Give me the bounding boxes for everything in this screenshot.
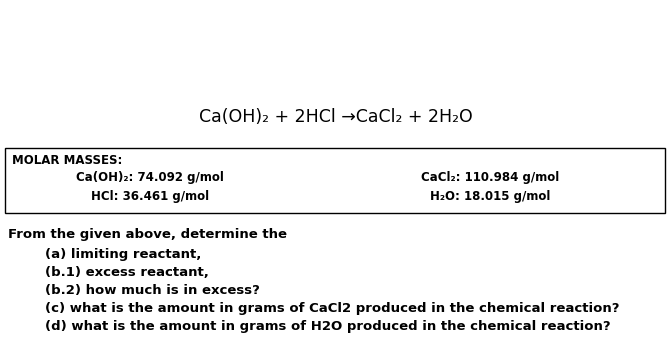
Text: (a) limiting reactant,: (a) limiting reactant, — [8, 248, 201, 261]
Text: From the given above, determine the: From the given above, determine the — [8, 228, 287, 241]
Text: (c) what is the amount in grams of CaCl2 produced in the chemical reaction?: (c) what is the amount in grams of CaCl2… — [8, 302, 619, 315]
Text: HCl: 36.461 g/mol: HCl: 36.461 g/mol — [91, 190, 209, 203]
Text: (d) what is the amount in grams of H2O produced in the chemical reaction?: (d) what is the amount in grams of H2O p… — [8, 320, 611, 333]
Text: Ca(OH)₂ + 2HCl →CaCl₂ + 2H₂O: Ca(OH)₂ + 2HCl →CaCl₂ + 2H₂O — [199, 108, 472, 126]
Text: MOLAR MASSES:: MOLAR MASSES: — [12, 154, 122, 167]
Text: H₂O: 18.015 g/mol: H₂O: 18.015 g/mol — [430, 190, 550, 203]
Text: CaCl₂: 110.984 g/mol: CaCl₂: 110.984 g/mol — [421, 171, 559, 184]
Bar — [5, 148, 665, 213]
Text: (b.2) how much is in excess?: (b.2) how much is in excess? — [8, 284, 260, 297]
Text: Ca(OH)₂: 74.092 g/mol: Ca(OH)₂: 74.092 g/mol — [76, 171, 224, 184]
Text: (b.1) excess reactant,: (b.1) excess reactant, — [8, 266, 209, 279]
